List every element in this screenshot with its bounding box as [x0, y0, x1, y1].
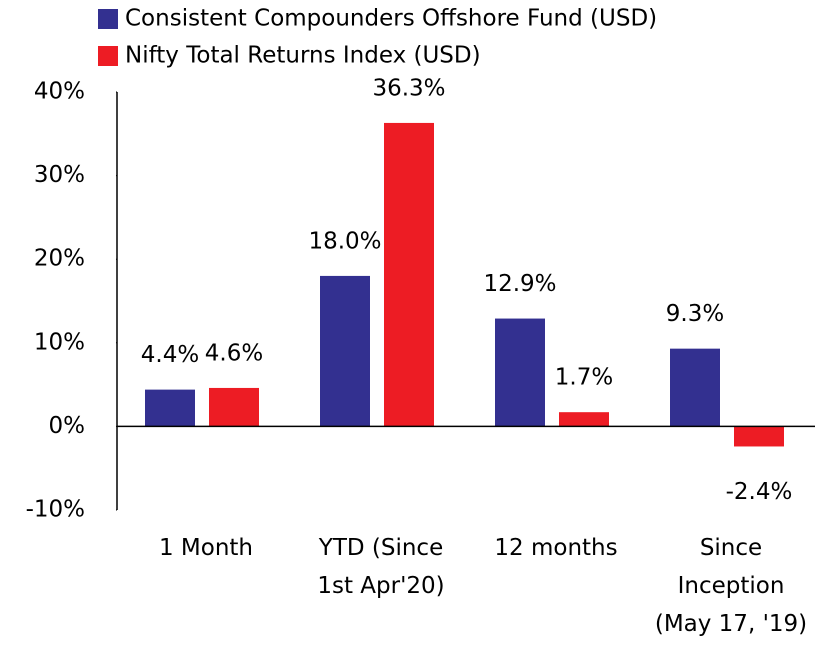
y-tick-label: -10% [26, 497, 85, 523]
y-tick-label: 30% [34, 162, 85, 188]
value-label: 18.0% [308, 228, 381, 254]
y-tick-label: 20% [34, 246, 85, 272]
y-tick-label: 0% [49, 413, 86, 439]
x-tick-label: Since Inception (May 17, '19) [654, 535, 808, 637]
bar [734, 426, 784, 447]
legend-swatch [98, 9, 118, 29]
value-label: 4.4% [141, 342, 199, 368]
x-tick-label: YTD (Since 1st Apr'20) [317, 535, 445, 599]
legend-label: Consistent Compounders Offshore Fund (US… [125, 6, 657, 32]
x-tick-label: 1 Month [158, 535, 254, 561]
y-tick-label: 40% [34, 79, 85, 105]
bar [145, 389, 195, 427]
bar [320, 275, 370, 427]
legend-label: Nifty Total Returns Index (USD) [125, 43, 481, 69]
value-label: 4.6% [205, 340, 263, 366]
bar [209, 387, 259, 427]
value-label: 9.3% [666, 301, 724, 327]
x-tick-label: 12 months [494, 535, 618, 561]
value-label: -2.4% [726, 479, 793, 505]
value-label: 12.9% [483, 271, 556, 297]
bar [559, 412, 609, 427]
value-label: 36.3% [372, 75, 445, 101]
bar [384, 122, 434, 427]
bar [495, 318, 545, 427]
y-tick-label: 10% [34, 329, 85, 355]
bar [670, 348, 720, 427]
legend-swatch [98, 46, 118, 66]
value-label: 1.7% [555, 365, 613, 391]
